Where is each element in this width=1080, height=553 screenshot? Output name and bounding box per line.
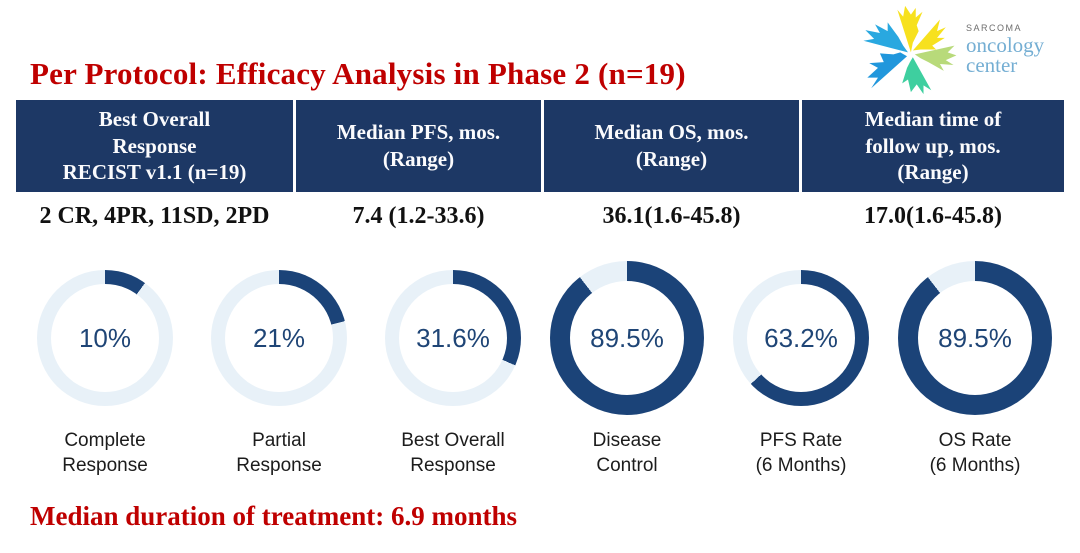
value-best-overall-response: 2 CR, 4PR, 11SD, 2PD — [39, 202, 270, 229]
logo-oncology-center-label: oncology center — [966, 33, 1045, 77]
palm-tree-icon — [863, 5, 957, 95]
median-duration-footnote: Median duration of treatment: 6.9 months — [30, 501, 517, 531]
donut-value-best-overall-response: 31.6% — [416, 322, 490, 353]
donut-pfs-rate: 63.2% — [714, 270, 888, 406]
caption-disease-control: Disease Control — [592, 430, 662, 477]
header-median-followup: Median time of follow up, mos. (Range) — [802, 100, 1064, 192]
caption-os-rate: OS Rate (6 Months) — [929, 430, 1021, 477]
donut-disease-control: 89.5% — [540, 261, 714, 415]
donut-chart-row: 10% 21% 31.6% 89.5% 63.2% 89.5% — [18, 252, 1062, 424]
donut-ring-disease-control: 89.5% — [550, 261, 704, 415]
value-median-followup: 17.0(1.6-45.8) — [864, 202, 1002, 229]
donut-ring-partial-response: 21% — [211, 270, 347, 406]
header-median-os: Median OS, mos. (Range) — [544, 100, 799, 192]
donut-caption-row: Complete Response Partial Response Best … — [18, 428, 1062, 478]
donut-os-rate: 89.5% — [888, 261, 1062, 415]
caption-pfs-rate: PFS Rate (6 Months) — [755, 430, 847, 477]
donut-ring-os-rate: 89.5% — [898, 261, 1052, 415]
logo-text: SARCOMA oncology center — [966, 24, 1044, 76]
donut-value-pfs-rate: 63.2% — [764, 322, 838, 353]
caption-partial-response: Partial Response — [236, 430, 322, 477]
donut-complete-response: 10% — [18, 270, 192, 406]
logo-sarcoma-label: SARCOMA — [966, 23, 1023, 34]
caption-complete-response: Complete Response — [62, 430, 148, 477]
donut-ring-pfs-rate: 63.2% — [733, 270, 869, 406]
summary-table-value-row: 2 CR, 4PR, 11SD, 2PD 7.4 (1.2-33.6) 36.1… — [16, 198, 1064, 234]
caption-best-overall-response: Best Overall Response — [401, 430, 505, 477]
header-best-overall-response: Best Overall Response RECIST v1.1 (n=19) — [16, 100, 293, 192]
page-title: Per Protocol: Efficacy Analysis in Phase… — [30, 56, 686, 91]
value-median-os: 36.1(1.6-45.8) — [602, 202, 741, 229]
donut-value-os-rate: 89.5% — [938, 322, 1012, 353]
sarcoma-oncology-center-logo: SARCOMA oncology center — [852, 4, 1070, 96]
donut-ring-best-overall-response: 31.6% — [385, 270, 521, 406]
donut-ring-complete-response: 10% — [37, 270, 173, 406]
donut-value-partial-response: 21% — [252, 322, 306, 353]
donut-partial-response: 21% — [192, 270, 366, 406]
donut-best-overall-response: 31.6% — [366, 270, 540, 406]
summary-table-header-row: Best Overall Response RECIST v1.1 (n=19)… — [16, 100, 1064, 192]
donut-value-complete-response: 10% — [78, 322, 132, 353]
donut-value-disease-control: 89.5% — [590, 322, 664, 353]
header-median-pfs: Median PFS, mos. (Range) — [296, 100, 541, 192]
value-median-pfs: 7.4 (1.2-33.6) — [352, 202, 485, 229]
